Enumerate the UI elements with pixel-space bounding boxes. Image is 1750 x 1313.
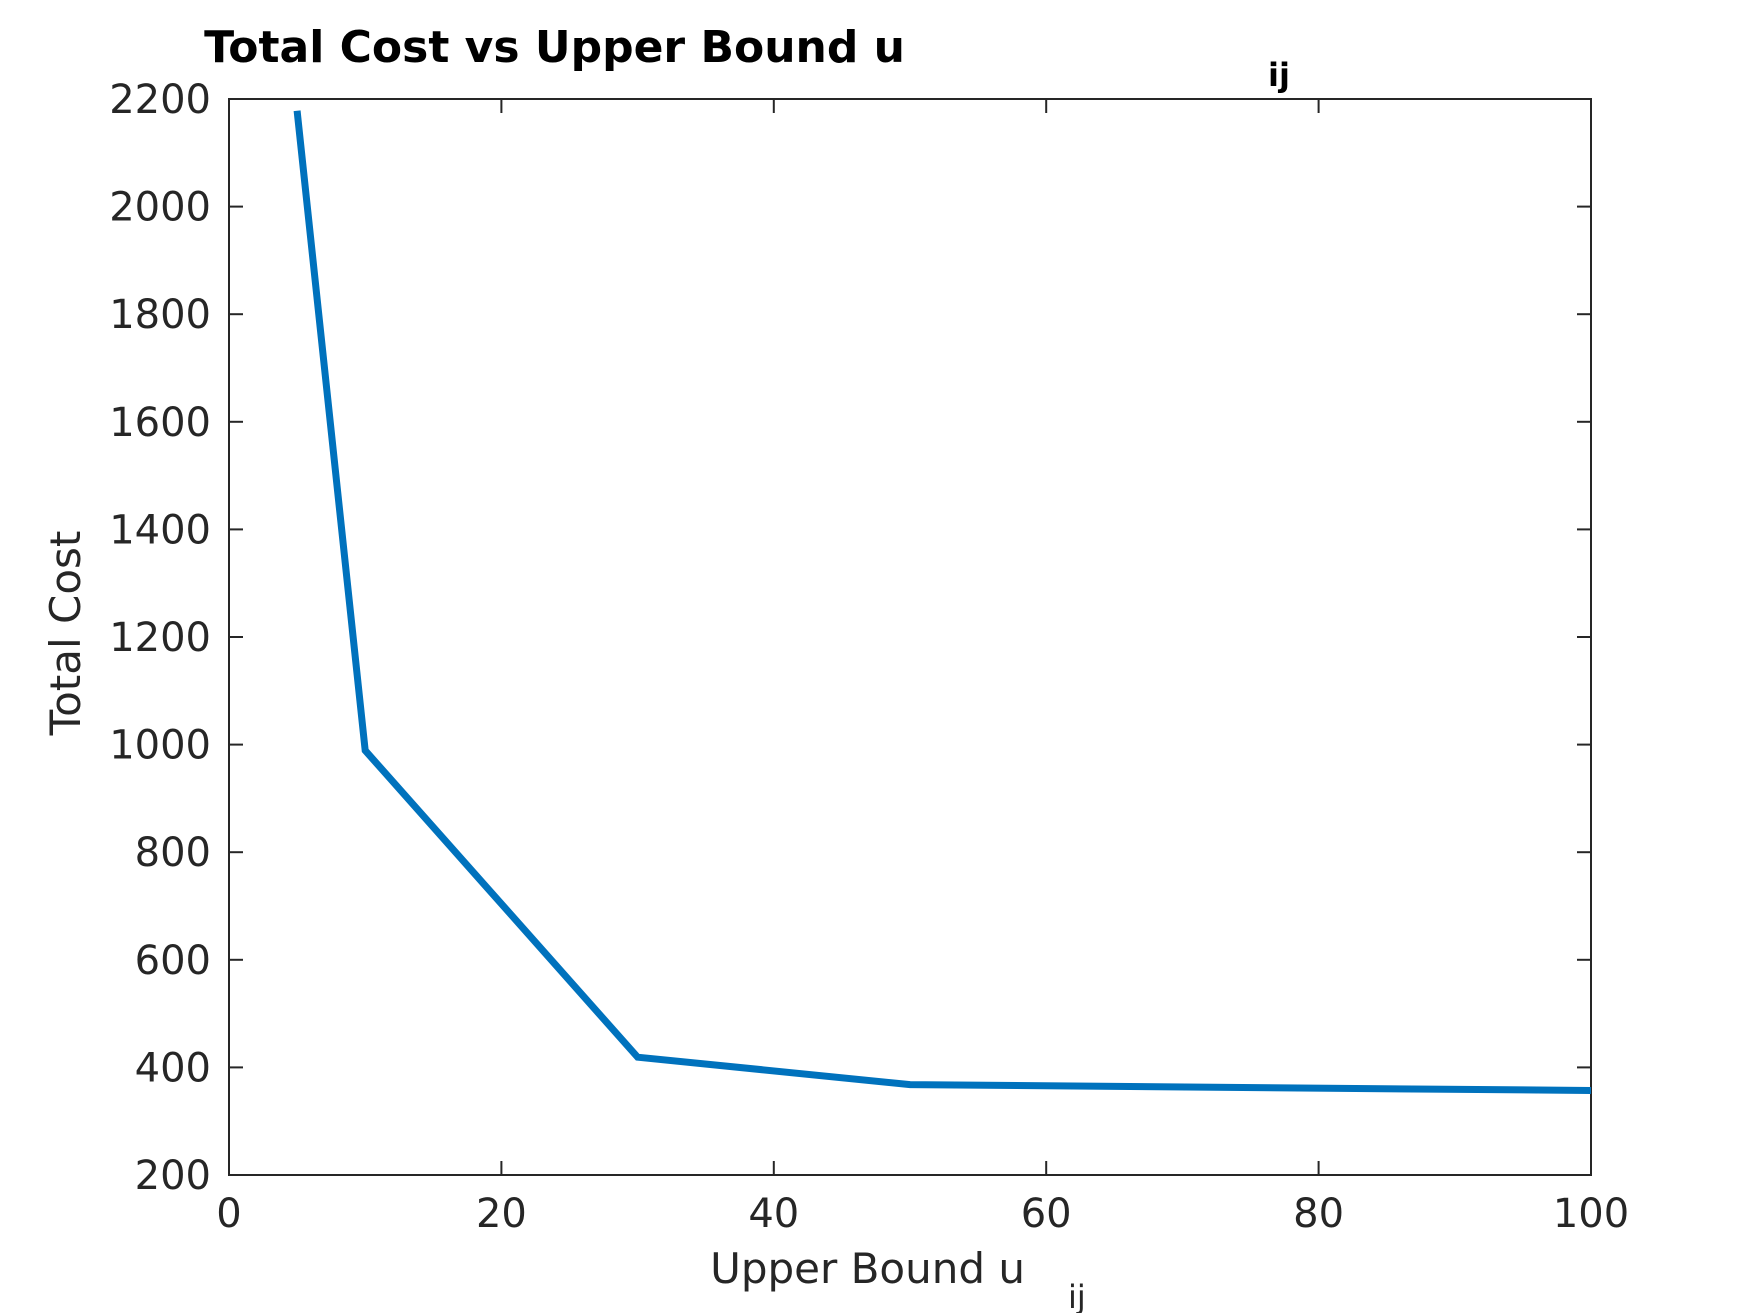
x-tick-label-60: 60: [1021, 1191, 1072, 1237]
y-tick-label-1200: 1200: [109, 615, 211, 661]
x-axis-label: Upper Bound u: [710, 1244, 1025, 1293]
x-tick-label-20: 20: [476, 1191, 527, 1237]
y-tick-label-400: 400: [135, 1045, 211, 1091]
y-tick-label-2200: 2200: [109, 77, 211, 123]
x-axis-label-subscript: ij: [1068, 1278, 1086, 1313]
x-tick-label-40: 40: [748, 1191, 799, 1237]
y-tick-label-1600: 1600: [109, 400, 211, 446]
plot-area: 0 20 40 60 80 100 200 400 600 800 1000 1200 1400 1600…: [109, 77, 1629, 1237]
y-tick-label-1400: 1400: [109, 507, 211, 553]
chart-title-subscript: ij: [1268, 56, 1290, 94]
y-tick-label-1800: 1800: [109, 292, 211, 338]
y-tick-label-600: 600: [135, 938, 211, 984]
chart-title: Total Cost vs Upper Bound u: [204, 22, 905, 73]
y-tick-label-1000: 1000: [109, 723, 211, 769]
y-tick-label-800: 800: [135, 830, 211, 876]
y-axis-label: Total Cost: [41, 531, 90, 737]
x-tick-label-80: 80: [1293, 1191, 1344, 1237]
x-tick-label-0: 0: [216, 1191, 241, 1237]
x-tick-label-100: 100: [1553, 1191, 1629, 1237]
y-tick-label-200: 200: [135, 1153, 211, 1199]
series-line-0: [293, 110, 1592, 1094]
y-tick-label-2000: 2000: [109, 185, 211, 231]
